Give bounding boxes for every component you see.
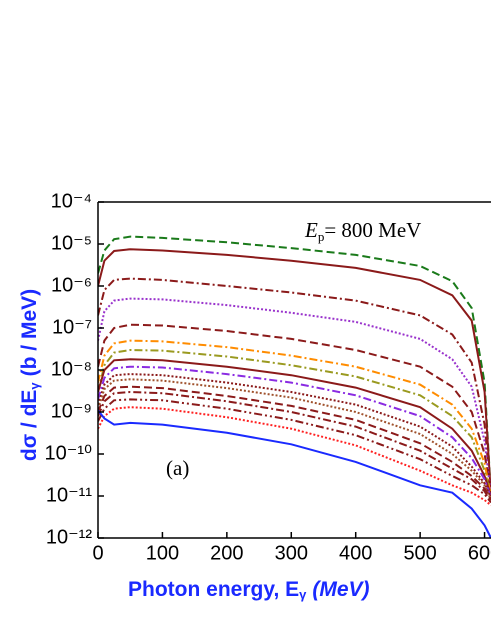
annotation: Ep= 800 MeV <box>304 218 421 244</box>
series-line <box>98 358 491 497</box>
panel-label: (a) <box>166 456 189 480</box>
x-tick-label: 300 <box>275 542 308 564</box>
series-line <box>98 339 491 497</box>
y-tick-label: 10⁻⁷ <box>52 316 92 338</box>
series-line <box>98 409 491 539</box>
series-line <box>98 406 491 507</box>
x-label-unit: (MeV) <box>312 578 369 601</box>
y-axis-title: dσ / dEγ (b / MeV) <box>18 289 43 461</box>
x-tick-label: 600 <box>468 542 491 564</box>
x-tick-label: 500 <box>403 542 436 564</box>
annotation-rest: = 800 MeV <box>324 218 421 242</box>
x-tick-label: 0 <box>92 542 103 564</box>
series-line <box>98 297 491 497</box>
series-line <box>98 323 491 497</box>
x-tick-label: 100 <box>146 542 179 564</box>
annotation-main: E <box>304 218 318 242</box>
series-line <box>98 373 491 499</box>
y-tick-label: 10⁻⁶ <box>51 274 92 296</box>
x-tick-label: 200 <box>210 542 243 564</box>
y-label-unit: (b / MeV) <box>18 289 41 377</box>
y-tick-label: 10⁻¹⁰ <box>45 442 92 464</box>
x-tick-label: 400 <box>339 542 372 564</box>
series-line <box>98 235 491 497</box>
annotation-sub: p <box>318 229 325 244</box>
y-label-sub: γ <box>27 382 42 390</box>
series-line <box>98 385 491 501</box>
series-line <box>98 390 491 503</box>
x-axis-title: Photon energy, Eγ (MeV) <box>128 578 370 603</box>
y-tick-label: 10⁻⁹ <box>51 400 92 422</box>
y-tick-label: 10⁻⁸ <box>51 358 92 380</box>
series-line <box>98 398 491 504</box>
y-tick-label: 10⁻⁵ <box>51 232 92 254</box>
x-label: Photon energy, E <box>128 578 299 601</box>
x-label-sub: γ <box>299 587 307 602</box>
series-line <box>98 348 491 497</box>
series-line <box>98 248 491 497</box>
series-line <box>98 365 491 499</box>
series-line <box>98 277 491 497</box>
series-line <box>98 378 491 501</box>
y-tick-label: 10⁻¹¹ <box>46 484 92 506</box>
y-tick-label: 10⁻¹² <box>46 526 92 548</box>
y-tick-label: 10⁻⁴ <box>51 190 92 212</box>
y-label: dσ / dE <box>18 390 41 462</box>
